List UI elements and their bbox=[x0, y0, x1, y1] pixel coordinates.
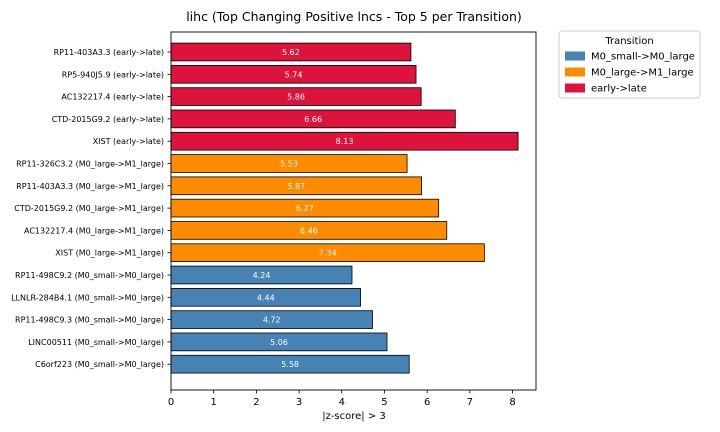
x-tick-label: 2 bbox=[253, 397, 259, 408]
y-tick-label: RP11-403A3.3 (M0_large->M1_large) bbox=[16, 182, 164, 191]
y-tick-label: RP5-940J5.9 (early->late) bbox=[62, 70, 164, 79]
bars-layer: 5.62 5.74 5.86 6.66 8.13 5.53 5.87 6.27 6.46 7.34… bbox=[170, 42, 519, 374]
y-tick-label: RP11-498C9.2 (M0_small->M0_large) bbox=[15, 271, 164, 280]
bar-value-label: 8.13 bbox=[336, 137, 354, 146]
x-tick-label: 6 bbox=[424, 397, 430, 408]
x-axis: 0 1 2 3 4 5 6 7 8 bbox=[168, 390, 516, 408]
y-tick-label: CTD-2015G9.2 (M0_large->M1_large) bbox=[14, 204, 164, 213]
bar-value-label: 6.66 bbox=[304, 115, 322, 124]
x-tick-label: 3 bbox=[296, 397, 302, 408]
bar-value-label: 6.46 bbox=[300, 226, 318, 235]
legend-label: M0_large->M1_large bbox=[591, 68, 694, 79]
y-tick-label: XIST (early->late) bbox=[93, 137, 164, 146]
y-tick-label: CTD-2015G9.2 (early->late) bbox=[52, 115, 164, 124]
bar-value-label: 5.87 bbox=[287, 182, 305, 191]
bar-value-label: 5.74 bbox=[285, 70, 303, 79]
legend-label: M0_small->M0_large bbox=[591, 52, 695, 63]
legend-title: Transition bbox=[604, 36, 653, 47]
x-tick-label: 8 bbox=[509, 397, 515, 408]
x-axis-label: |z-score| > 3 bbox=[322, 411, 386, 422]
bar-value-label: 4.72 bbox=[263, 316, 281, 325]
y-tick-label: RP11-326C3.2 (M0_large->M1_large) bbox=[16, 160, 164, 169]
bar-value-label: 4.24 bbox=[253, 271, 271, 280]
legend-swatch bbox=[565, 67, 585, 77]
y-tick-label: C6orf223 (M0_small->M0_large) bbox=[35, 360, 164, 369]
bar-value-label: 4.44 bbox=[257, 293, 275, 302]
legend-label: early->late bbox=[591, 84, 647, 95]
bar-value-label: 5.58 bbox=[281, 360, 299, 369]
y-tick-label: XIST (M0_large->M1_large) bbox=[55, 249, 164, 258]
chart-title: lihc (Top Changing Positive lncs - Top 5… bbox=[186, 9, 522, 24]
x-tick-label: 7 bbox=[467, 397, 473, 408]
bar-value-label: 5.62 bbox=[282, 48, 300, 57]
y-tick-label: AC132217.4 (early->late) bbox=[61, 93, 164, 102]
bar-value-label: 5.86 bbox=[287, 93, 305, 102]
bar-value-label: 6.27 bbox=[296, 204, 314, 213]
x-tick-label: 0 bbox=[168, 397, 174, 408]
bar-value-label: 5.53 bbox=[280, 160, 298, 169]
y-tick-label: LINC00511 (M0_small->M0_large) bbox=[28, 338, 164, 347]
legend-frame bbox=[558, 30, 701, 99]
legend-swatch bbox=[565, 83, 585, 93]
x-tick-label: 1 bbox=[211, 397, 217, 408]
legend-entries: M0_small->M0_large M0_large->M1_largeearl… bbox=[565, 51, 695, 95]
y-tick-label: AC132217.4 (M0_large->M1_large) bbox=[24, 226, 164, 235]
x-tick-label: 4 bbox=[339, 397, 345, 408]
bar-value-label: 7.34 bbox=[319, 249, 337, 258]
y-tick-label: RP11-403A3.3 (early->late) bbox=[54, 48, 164, 57]
plot-frame bbox=[170, 31, 537, 391]
bar-value-label: 5.06 bbox=[270, 338, 288, 347]
y-tick-label: RP11-498C9.3 (M0_small->M0_large) bbox=[15, 316, 164, 325]
legend-swatch bbox=[565, 51, 585, 61]
legend: Transition M0_small->M0_large M0_large->M… bbox=[558, 30, 701, 99]
x-tick-label: 5 bbox=[381, 397, 387, 408]
y-tick-labels: RP11-403A3.3 (early->late) RP5-940J5.9 (e… bbox=[11, 48, 171, 369]
y-tick-label: LLNLR-284B4.1 (M0_small->M0_large) bbox=[11, 293, 164, 302]
